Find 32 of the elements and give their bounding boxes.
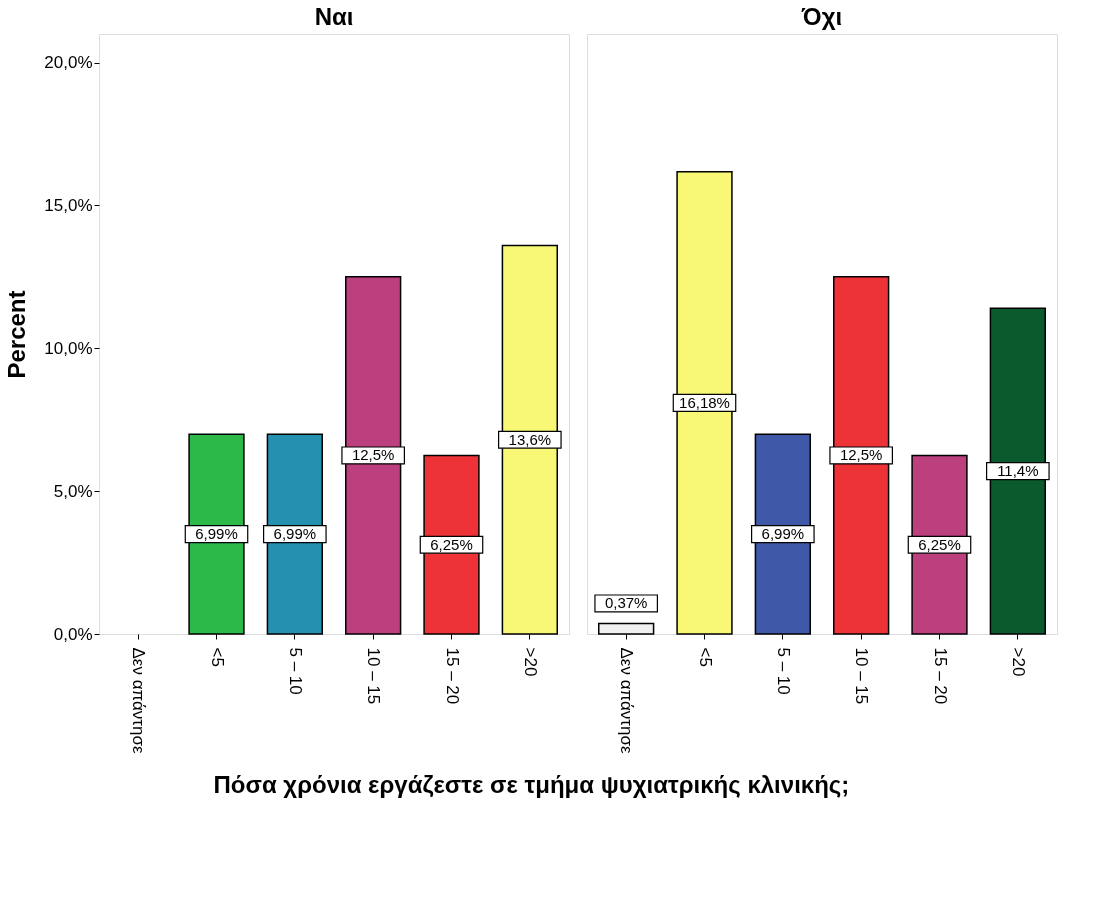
y-tick-label: 10,0%: [44, 338, 93, 358]
x-tick-label: 15 – 20: [930, 647, 950, 705]
chart-title: Ναι: [314, 3, 354, 30]
data-label: 6,99%: [195, 525, 238, 543]
data-label: 6,25%: [430, 535, 473, 553]
data-label: 6,99%: [273, 525, 317, 543]
data-label: 12,5%: [839, 446, 883, 464]
data-label: 13,6%: [508, 430, 552, 448]
y-axis-title: Percent: [3, 290, 31, 379]
x-tick-label: <5: [207, 647, 227, 667]
x-tick-label: Δεν απάντησε: [129, 647, 149, 754]
x-tick-label: 5 – 10: [285, 647, 305, 695]
data-label: 6,99%: [761, 525, 805, 543]
x-tick-label: >20: [520, 647, 540, 677]
y-tick-label: 20,0%: [44, 53, 93, 73]
x-tick-label: >20: [1008, 647, 1028, 677]
x-tick-label: 10 – 15: [364, 647, 384, 705]
y-tick-label: 5,0%: [53, 481, 93, 501]
x-tick-label: 10 – 15: [852, 647, 872, 705]
data-label: 16,18%: [679, 393, 730, 411]
data-label: 6,25%: [918, 535, 961, 553]
x-tick-label: 15 – 20: [442, 647, 462, 705]
y-tick-label: 0,0%: [53, 624, 93, 644]
x-tick-label: 5 – 10: [773, 647, 793, 695]
data-label: 0,37%: [604, 594, 648, 612]
x-axis-title: Πόσα χρόνια εργάζεστε σε τμήμα ψυχιατρικής κλινικής;: [213, 770, 850, 798]
chart-title: Όχι: [800, 3, 843, 30]
x-tick-label: <5: [695, 647, 715, 667]
y-tick-label: 15,0%: [44, 195, 93, 215]
data-label: 11,4%: [997, 462, 1039, 480]
data-label: 12,5%: [351, 446, 395, 464]
x-tick-label: Δεν απάντησε: [617, 647, 637, 754]
